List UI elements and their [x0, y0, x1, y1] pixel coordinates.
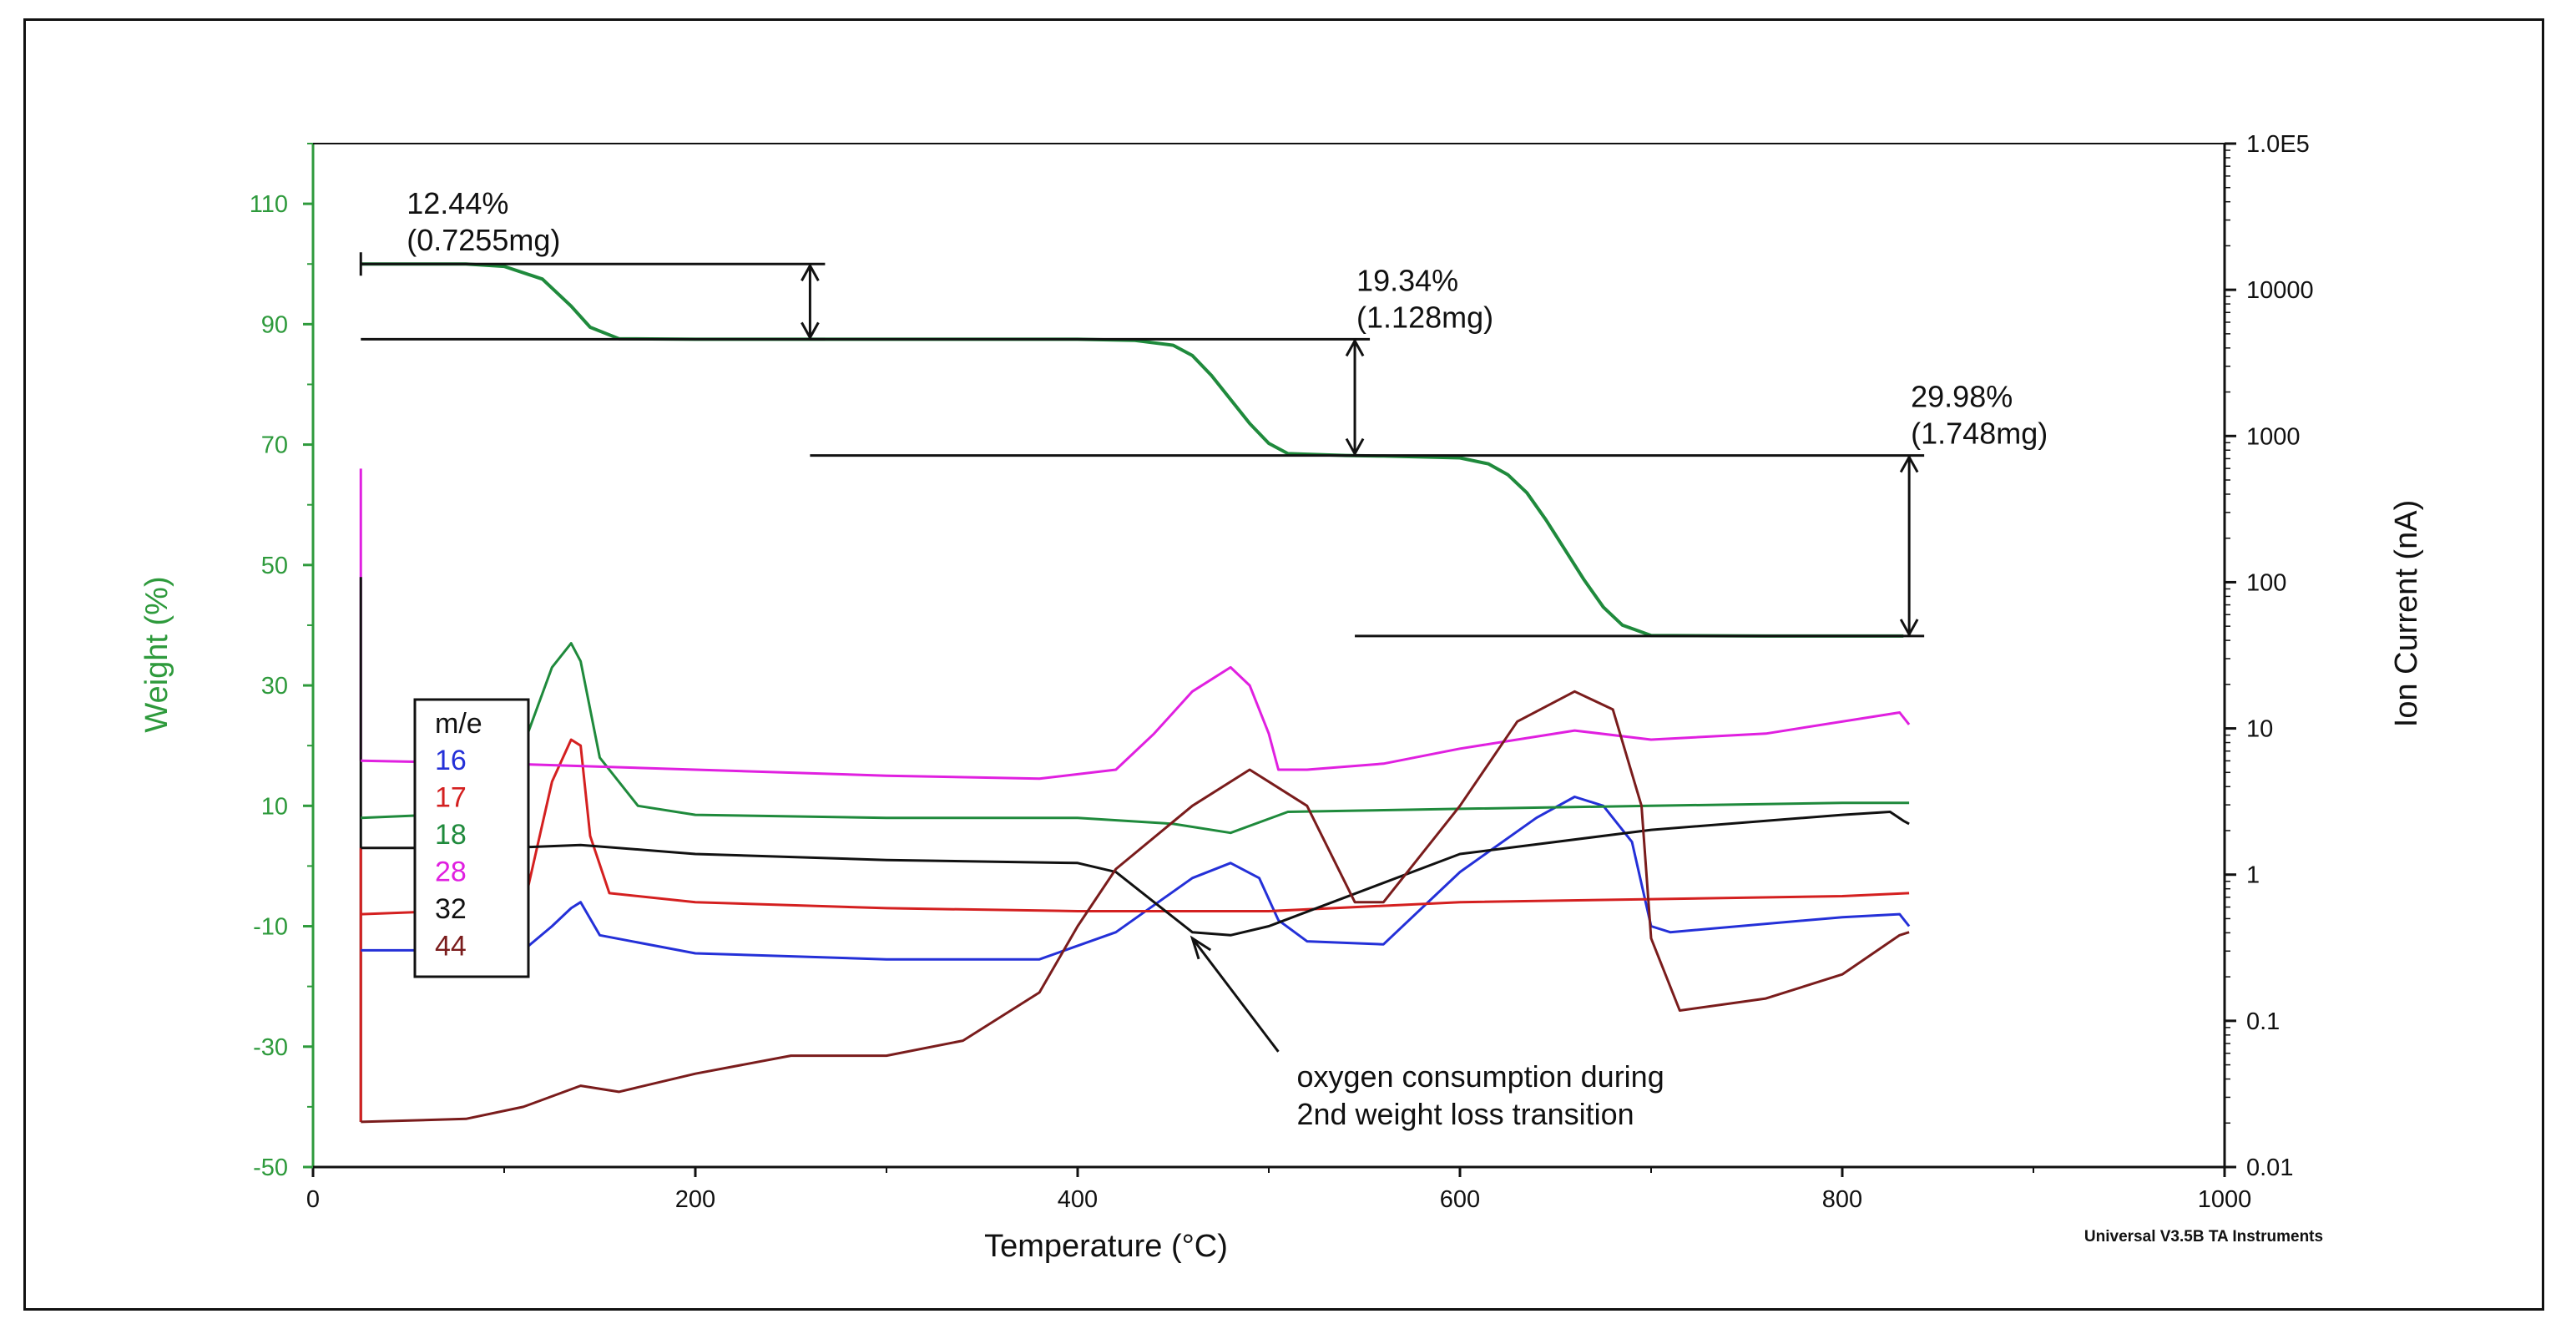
- axes: 0 200 400 600 800 1000-50-30-1010305070901100…: [250, 131, 2314, 1213]
- annotation-percent: 12.44%: [407, 186, 508, 220]
- annotation-arrowhead: [1899, 619, 1919, 638]
- x-tick-label: 400: [1058, 1186, 1098, 1213]
- callout-leader-line: [1191, 937, 1280, 1053]
- chart-frame: [23, 18, 2544, 1311]
- x-axis-title: Temperature (°C): [984, 1229, 1228, 1264]
- series-line-16: [361, 796, 1911, 961]
- series-line-28: [361, 665, 1911, 781]
- annotations: 12.44%(0.7255mg) 19.34%(1.128mg) 29.98%(1.…: [359, 186, 2048, 1131]
- series-line-18: [361, 642, 1910, 835]
- y-left-tick-label: 50: [261, 553, 288, 579]
- legend-item-17: 17: [435, 782, 467, 814]
- x-tick-label: 600: [1440, 1186, 1480, 1213]
- y-left-tick-label: 90: [261, 311, 288, 338]
- legend-title: m/e: [435, 708, 482, 740]
- x-tick-label: 800: [1822, 1186, 1862, 1213]
- annotation-arrowhead: [801, 321, 820, 341]
- callout-text-line1: oxygen consumption during: [1296, 1059, 1664, 1094]
- y-left-tick-label: -10: [253, 914, 288, 941]
- legend-box: [413, 698, 530, 978]
- y-right-axis-title: Ion Current (nA): [2389, 500, 2424, 727]
- annotation-mass: (1.128mg): [1356, 300, 1493, 334]
- series-line-32: [361, 811, 1910, 937]
- y-left-tick-label: 70: [261, 432, 288, 459]
- legend-item-18: 18: [435, 819, 467, 851]
- y-left-tick-label: 10: [261, 793, 288, 820]
- y-right-tick-label: 0.1: [2246, 1008, 2280, 1035]
- y-right-tick-label: 10: [2246, 716, 2273, 743]
- x-tick-label: 1000: [2198, 1186, 2252, 1213]
- y-right-tick-label: 0.01: [2246, 1155, 2293, 1181]
- annotation-mass: (0.7255mg): [407, 223, 560, 257]
- legend-item-44: 44: [435, 931, 467, 963]
- annotation-arrowhead: [1345, 437, 1365, 457]
- y-left-tick-label: 30: [261, 673, 288, 700]
- annotation-percent: 29.98%: [1911, 380, 2013, 414]
- annotation-arrowhead: [1899, 454, 1919, 473]
- legend-item-28: 28: [435, 856, 467, 888]
- series-layer: [359, 262, 1911, 1124]
- y-left-axis-title: Weight (%): [139, 576, 174, 732]
- annotation-arrowhead: [1345, 338, 1365, 357]
- y-right-tick-label: 1.0E5: [2246, 131, 2310, 158]
- y-left-tick-label: -30: [253, 1034, 288, 1061]
- callout-text-line2: 2nd weight loss transition: [1296, 1097, 1634, 1131]
- series-line-17: [361, 738, 1910, 916]
- legend-item-32: 32: [435, 893, 467, 925]
- callout-arrowhead: [1190, 935, 1212, 960]
- annotation-arrowhead: [801, 263, 820, 281]
- x-tick-label: 200: [675, 1186, 715, 1213]
- x-tick-label: 0: [306, 1186, 320, 1213]
- y-left-tick-label: -50: [253, 1155, 288, 1181]
- annotation-mass: (1.748mg): [1911, 417, 2048, 451]
- legend: m/e 16 17 18 28 32 44: [413, 698, 530, 978]
- y-right-tick-label: 1000: [2246, 423, 2301, 450]
- y-right-tick-label: 100: [2246, 569, 2286, 596]
- series-line-44: [361, 690, 1910, 1124]
- legend-item-16: 16: [435, 745, 467, 776]
- y-right-tick-label: 10000: [2246, 277, 2314, 304]
- annotation-percent: 19.34%: [1356, 263, 1458, 297]
- y-left-tick-label: 110: [250, 191, 288, 218]
- y-right-tick-label: 1: [2246, 862, 2260, 889]
- footer-credit: Universal V3.5B TA Instruments: [2084, 1228, 2323, 1246]
- series-line-weight: [361, 262, 1904, 638]
